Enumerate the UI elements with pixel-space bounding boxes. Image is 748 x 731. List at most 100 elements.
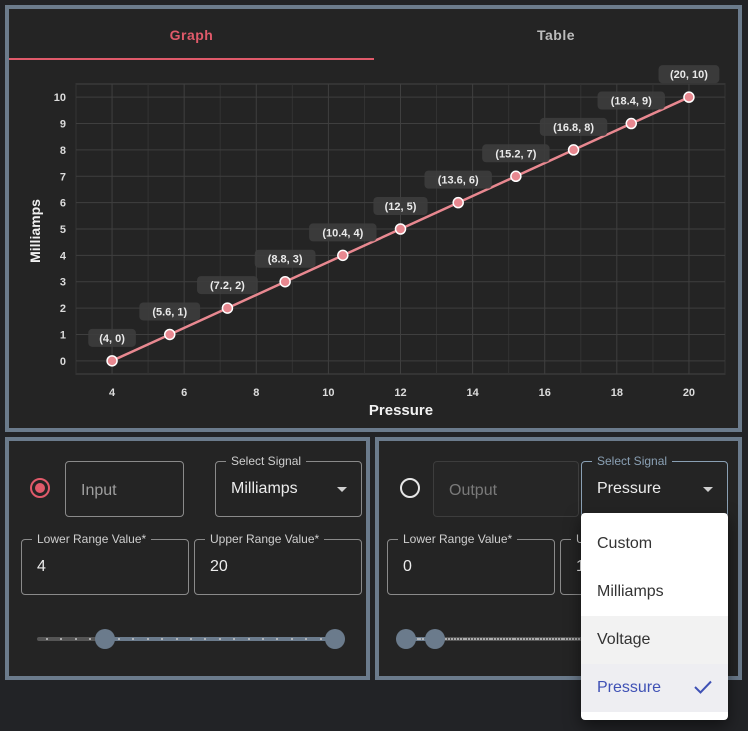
x-tick-label: 8 <box>253 387 259 399</box>
slider-tick <box>89 638 92 640</box>
menu-item-pressure[interactable]: Pressure <box>581 664 728 712</box>
chart-series <box>106 91 695 367</box>
slider-tick <box>528 638 531 640</box>
data-point <box>510 170 522 183</box>
input-upper-range-value: 20 <box>210 558 228 575</box>
input-name-field[interactable]: Input <box>65 461 184 517</box>
point-label-bg <box>309 223 377 242</box>
slider-tick <box>491 638 494 640</box>
slider-tick <box>551 638 554 640</box>
x-tick-label: 16 <box>539 387 551 399</box>
x-tick-label: 10 <box>322 387 334 399</box>
point-label: (4, 0) <box>99 333 125 345</box>
slider-tick <box>563 638 566 640</box>
y-tick-label: 9 <box>60 119 66 131</box>
slider-tick <box>569 638 572 640</box>
y-tick-label: 4 <box>60 250 67 262</box>
slider-tick <box>525 638 528 640</box>
slider-tick <box>517 638 520 640</box>
slider-tick <box>233 638 236 640</box>
data-point <box>163 328 176 341</box>
tab-table[interactable]: Table <box>536 27 576 43</box>
input-lower-range-field[interactable]: Lower Range Value* 4 <box>21 532 189 595</box>
input-upper-range-field[interactable]: Upper Range Value* 20 <box>194 532 362 595</box>
slider-tick <box>459 638 462 640</box>
output-radio[interactable] <box>400 478 420 498</box>
menu-item-pressure-label: Pressure <box>597 679 662 696</box>
slider-tick <box>557 638 560 640</box>
point-label: (15.2, 7) <box>495 148 536 160</box>
slider-tick <box>319 638 322 640</box>
y-tick-label: 1 <box>60 329 66 341</box>
check-icon <box>694 680 712 694</box>
input-panel: Input Select Signal Milliamps Lower Rang… <box>5 437 370 680</box>
data-point <box>625 117 638 130</box>
point-label: (13.6, 6) <box>438 175 479 187</box>
input-lower-range-legend: Lower Range Value* <box>32 532 152 546</box>
slider-tick <box>453 638 456 640</box>
slider-tick <box>451 638 454 640</box>
slider-tick <box>482 638 485 640</box>
slider-tick <box>577 638 580 640</box>
input-signal-select[interactable]: Select Signal Milliamps <box>215 454 362 517</box>
slider-tick <box>462 638 465 640</box>
data-point <box>452 196 464 209</box>
point-label-bg <box>539 117 608 136</box>
slider-tick <box>477 638 479 640</box>
output-signal-select[interactable]: Select Signal Pressure <box>581 454 728 517</box>
slider-tick <box>485 638 488 640</box>
chart-point-labels: (4, 0) (5.6, 1) (7.2, 2) (8.8, 3) (10.4, 4) (… <box>88 65 720 347</box>
point-label-bg <box>197 276 258 295</box>
slider-tick <box>456 638 459 640</box>
point-label-bg <box>482 144 550 163</box>
slider-tick <box>276 638 279 640</box>
graph-panel: Graph Table 4 6 8 10 12 14 16 18 20 0 1 2 3 4 5 6 7 8 9 10 … <box>5 5 742 432</box>
output-range-slider[interactable] <box>396 629 704 649</box>
chevron-down-icon <box>337 487 347 492</box>
menu-item-custom[interactable]: Custom <box>597 535 653 552</box>
output-lower-range-legend: Lower Range Value* <box>398 532 518 546</box>
data-point <box>337 249 349 262</box>
slider-tick <box>465 638 468 640</box>
slider-tick <box>540 638 543 640</box>
slider-tick <box>543 638 546 640</box>
point-label: (5.6, 1) <box>152 306 187 318</box>
slider-tick <box>479 638 482 640</box>
input-radio[interactable] <box>30 478 50 498</box>
slider-tick <box>46 638 48 640</box>
data-point <box>683 91 695 103</box>
chevron-down-icon <box>703 487 713 492</box>
slider-lower-thumb[interactable] <box>396 629 416 649</box>
input-range-slider[interactable] <box>37 629 345 649</box>
slider-tick <box>305 638 308 640</box>
slider-tick <box>146 638 149 640</box>
slider-tick <box>161 638 164 640</box>
input-upper-range-legend: Upper Range Value* <box>205 532 325 546</box>
output-lower-range-field[interactable]: Lower Range Value* 0 <box>387 532 555 595</box>
slider-tick <box>471 638 474 640</box>
slider-tick <box>534 638 537 640</box>
point-label-bg <box>254 249 316 268</box>
output-signal-legend: Select Signal <box>592 454 673 468</box>
point-label-bg <box>658 65 720 84</box>
menu-item-milliamps[interactable]: Milliamps <box>597 583 664 600</box>
slider-tick <box>175 638 178 640</box>
output-upper-range-value: 1 <box>576 558 585 576</box>
slider-lower-thumb[interactable] <box>94 629 115 649</box>
point-label-bg <box>139 302 201 321</box>
slider-tick <box>204 638 207 640</box>
chart-grid <box>75 83 726 375</box>
tab-graph[interactable]: Graph <box>169 27 214 43</box>
point-label-bg <box>88 328 136 347</box>
slider-tick <box>500 638 503 640</box>
output-name-field[interactable]: Output <box>433 461 579 517</box>
slider-tick <box>494 638 497 640</box>
slider-tick <box>74 638 77 640</box>
slider-upper-thumb[interactable] <box>424 629 445 649</box>
slider-upper-thumb[interactable] <box>325 629 345 649</box>
slider-tick <box>416 638 419 640</box>
data-point <box>106 355 118 367</box>
point-label: (16.8, 8) <box>553 122 594 134</box>
menu-item-voltage[interactable]: Voltage <box>581 616 728 664</box>
